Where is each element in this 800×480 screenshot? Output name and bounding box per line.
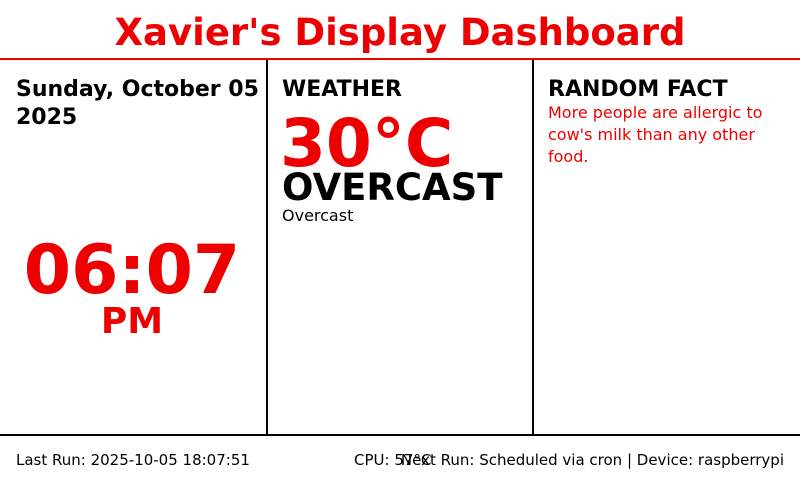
weather-heading: WEATHER [282,77,403,102]
weather-condition: OVERCAST [282,166,503,209]
temperature-value: 30°C [280,105,454,182]
fact-heading: RANDOM FACT [548,77,728,102]
footer-divider [0,434,800,436]
last-run-label: Last Run: 2025-10-05 18:07:51 [16,451,250,469]
column-divider-left [266,60,268,434]
clock-ampm: PM [100,301,164,342]
column-divider-right [532,60,534,434]
weather-description: Overcast [282,206,354,225]
header-divider [0,58,800,60]
fact-text: More people are allergic to cow's milk t… [548,103,763,166]
clock-time: 06:07 [23,231,241,310]
dashboard-title: Xavier's Display Dashboard [114,11,686,54]
next-run-label: Next Run: Scheduled via cron | Device: r… [400,451,784,469]
cpu-temp-label: CPU: 57°C [354,451,432,469]
date-label: Sunday, October 05 2025 [16,77,259,130]
